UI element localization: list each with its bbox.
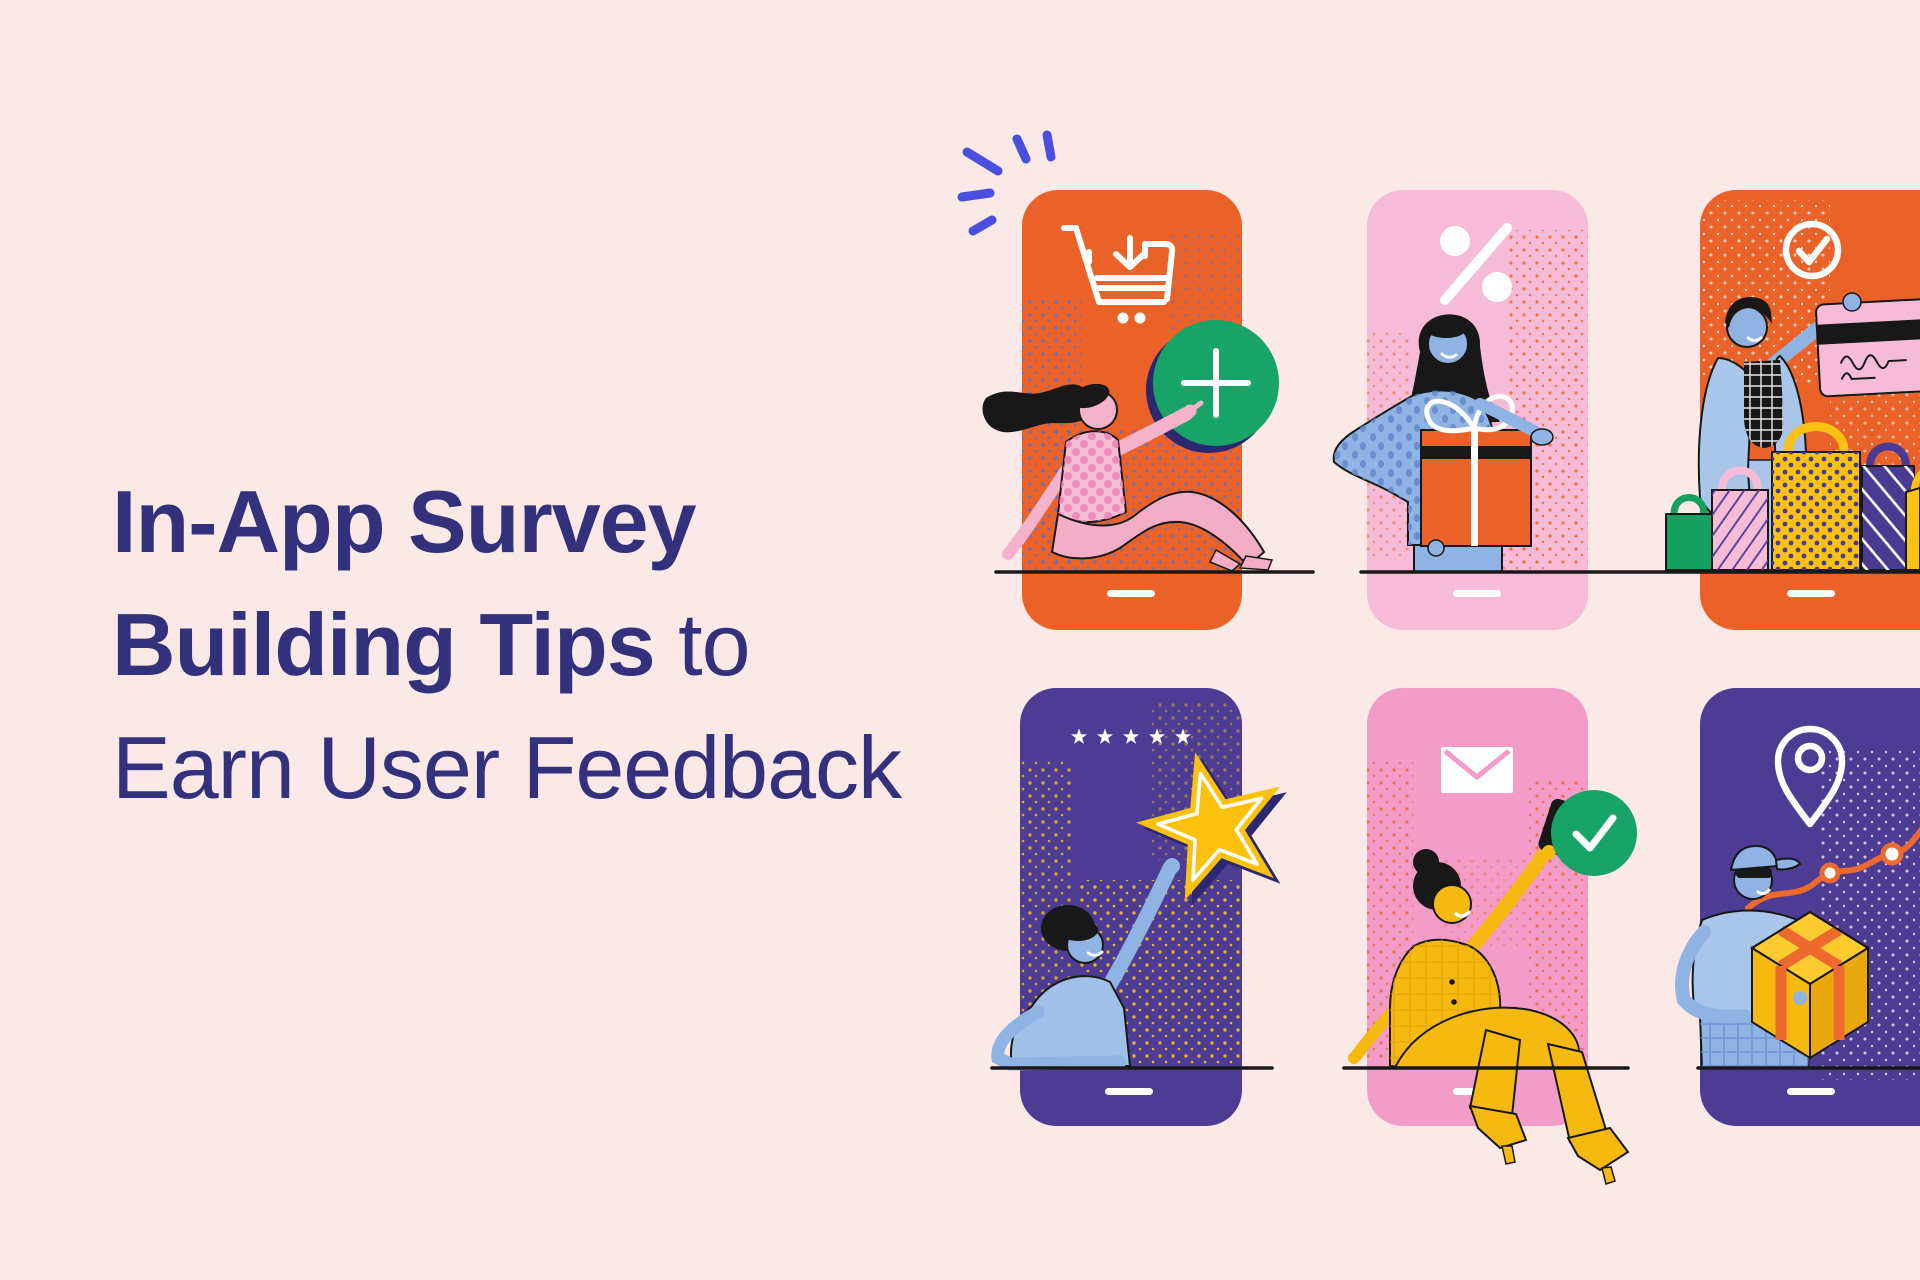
sunglasses <box>1736 868 1772 878</box>
hand <box>1427 539 1445 557</box>
trend-line-chart <box>1745 826 1920 911</box>
check-circle-badge <box>1551 790 1637 876</box>
data-point <box>1880 842 1904 866</box>
headline-line2-bold: Building Tips <box>112 595 656 694</box>
ground-lines <box>990 570 1920 1070</box>
gold-star <box>1136 752 1287 906</box>
legs <box>1050 490 1266 568</box>
home-bar <box>1787 590 1835 597</box>
shopping-bags <box>1665 422 1920 571</box>
cart-download-icon <box>1061 225 1176 324</box>
home-bar <box>1453 590 1501 597</box>
heel-shoe <box>1566 1126 1630 1172</box>
hand <box>1793 991 1807 1005</box>
hand <box>1530 428 1554 446</box>
credit-card <box>1815 296 1920 398</box>
ponytail-hair <box>982 384 1092 433</box>
character-yellow-woman <box>1348 790 1637 1185</box>
sparkle-lines-icon <box>957 130 1056 236</box>
phone-add-to-cart <box>982 190 1279 630</box>
character-gift-woman <box>1332 314 1554 573</box>
home-bar <box>1107 590 1155 597</box>
character-delivery-man <box>1675 844 1870 1069</box>
envelope-icon <box>1441 747 1513 793</box>
data-point <box>1819 862 1841 884</box>
character-rating-woman <box>991 752 1287 1071</box>
phone-five-star-rating <box>991 688 1287 1126</box>
check-icon <box>1572 814 1617 852</box>
headline-line2-regular: to <box>654 595 750 694</box>
hand <box>1842 292 1862 312</box>
cap-brim <box>1774 857 1802 871</box>
page-title: In-App Survey Building Tips to Earn User F… <box>112 460 902 829</box>
phone-delivery-tracking <box>1675 688 1920 1126</box>
hand <box>1164 858 1180 874</box>
home-bar <box>1787 1088 1835 1095</box>
five-stars-icon <box>1070 728 1192 744</box>
phone-payment-approved <box>1665 190 1920 630</box>
raised-arm <box>1100 860 1178 996</box>
phone-discount-gift <box>1332 190 1588 630</box>
hair-bun <box>1413 849 1439 875</box>
headline-line3-regular: Earn User Feedback <box>112 718 902 817</box>
green-bag <box>1665 513 1713 571</box>
location-pin-icon <box>1774 725 1846 828</box>
phone-message-confirmed <box>1348 688 1637 1185</box>
yellow-bag-edge <box>1905 486 1920 571</box>
percent-icon <box>1440 223 1512 305</box>
raised-arm <box>1461 841 1555 959</box>
resting-arm <box>991 1005 1127 1071</box>
hair <box>1725 297 1772 328</box>
hand <box>1542 845 1556 859</box>
gift-box <box>1420 394 1532 547</box>
home-bar <box>1105 1088 1153 1095</box>
package-box <box>1750 910 1870 1060</box>
hand <box>1737 1009 1751 1023</box>
headline-line1-bold: In-App Survey <box>112 472 697 571</box>
character-shopper-woman <box>982 383 1274 572</box>
plus-icon <box>1181 348 1251 418</box>
heel-shoe <box>1468 1104 1528 1150</box>
signature-squiggle <box>1839 354 1907 381</box>
head <box>1432 884 1472 924</box>
check-circle-outline-icon <box>1782 220 1842 280</box>
